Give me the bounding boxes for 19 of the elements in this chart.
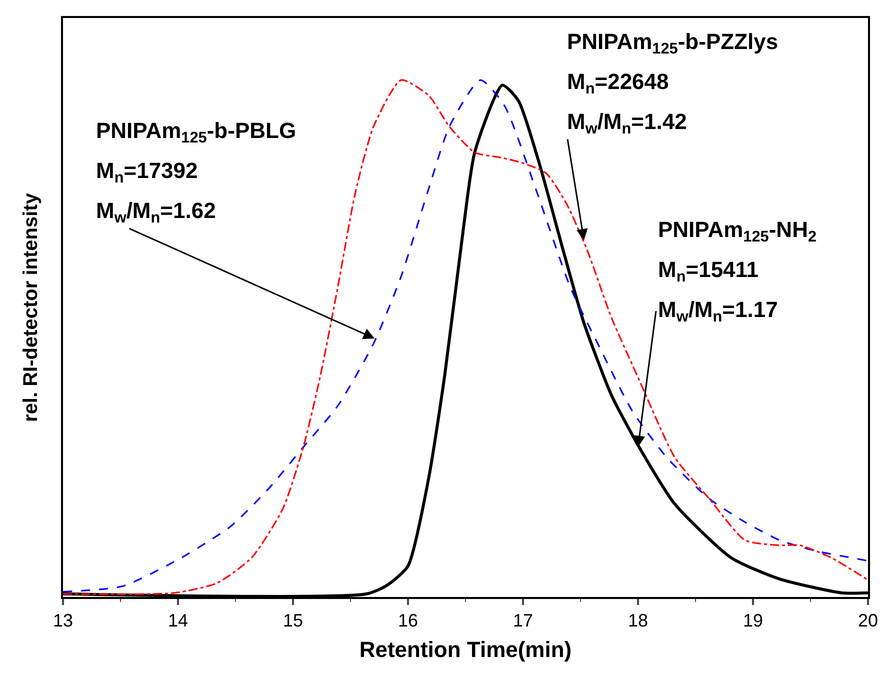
annotation: M$_{w}$/M$_{n}$=1.42 — [567, 109, 687, 138]
x-tick-label: 18 — [628, 610, 648, 631]
x-tick-label: 16 — [398, 610, 418, 631]
annotation: M$_{n}$=15411 — [658, 257, 759, 286]
annotation: PNIPAm$_{125}$-b-PBLG — [96, 118, 296, 147]
annotation: M$_{w}$/M$_{n}$=1.17 — [658, 297, 778, 326]
x-tick-label: 17 — [512, 610, 534, 631]
annotation: M$_{n}$=17392 — [96, 158, 198, 187]
x-tick-label: 20 — [858, 610, 878, 631]
x-tick-label: 14 — [168, 610, 188, 631]
x-tick-label: 19 — [742, 610, 764, 631]
x-axis-title: Retention Time(min) — [359, 637, 572, 662]
annotation: M$_{n}$=22648 — [567, 69, 669, 98]
x-tick-label: 15 — [282, 610, 304, 631]
text: PNIPAm$_{125}$-b-PZZlys — [567, 29, 778, 58]
y-axis-title: rel. RI-detector intensity — [20, 192, 42, 422]
x-tick-label: 13 — [52, 610, 74, 631]
annotation: M$_{w}$/M$_{n}$=1.62 — [96, 198, 216, 227]
annotation: PNIPAm$_{125}$-NH$_{2}$ — [658, 217, 817, 246]
